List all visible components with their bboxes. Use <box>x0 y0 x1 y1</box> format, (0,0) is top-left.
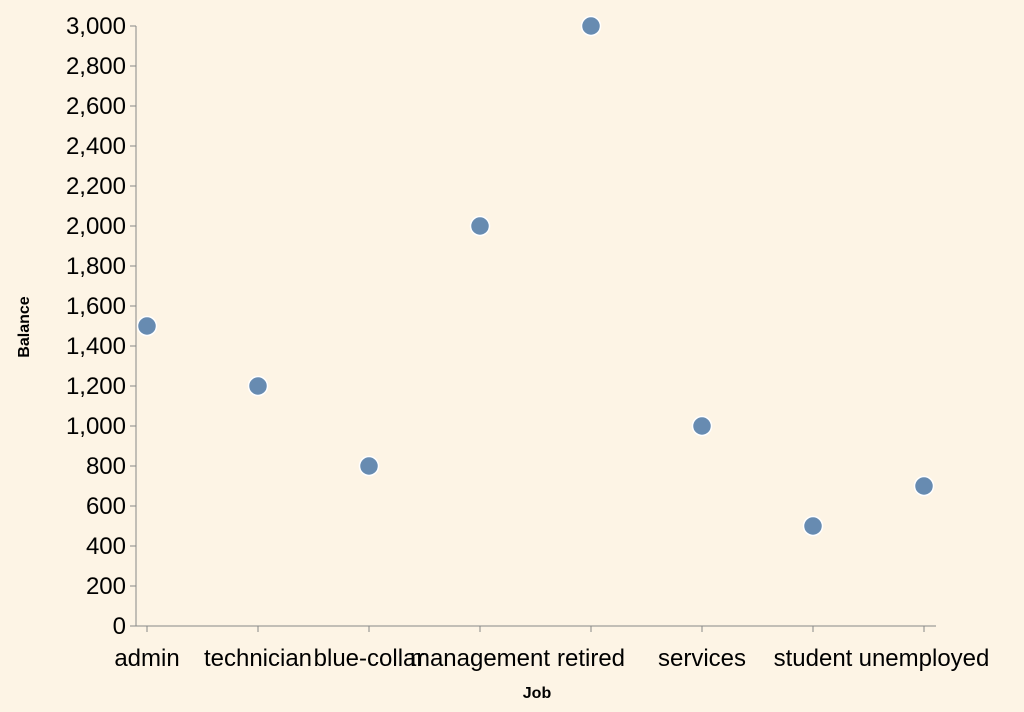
y-tick-label: 1,000 <box>66 413 126 440</box>
y-axis-title: Balance <box>16 296 33 357</box>
y-tick-label: 2,200 <box>66 173 126 200</box>
x-tick-label: retired <box>557 645 625 672</box>
y-tick-label: 1,200 <box>66 373 126 400</box>
data-point <box>136 315 158 337</box>
data-point <box>802 515 824 537</box>
data-point <box>247 375 269 397</box>
y-tick-label: 1,400 <box>66 333 126 360</box>
x-tick-label: services <box>658 645 746 672</box>
y-tick-label: 400 <box>86 533 126 560</box>
y-tick-label: 200 <box>86 573 126 600</box>
y-tick-label: 600 <box>86 493 126 520</box>
y-tick-label: 800 <box>86 453 126 480</box>
data-point <box>691 415 713 437</box>
y-axis: 0 200 400 600 800 1,000 1,200 1,400 1,600 1,800 2,… <box>66 13 137 640</box>
x-tick-label: blue-collar <box>314 645 425 672</box>
x-tick-label: student <box>774 645 853 672</box>
x-axis-title: Job <box>523 685 552 702</box>
data-points <box>136 15 935 537</box>
y-tick-label: 2,800 <box>66 53 126 80</box>
y-tick-label: 1,800 <box>66 253 126 280</box>
y-tick-label: 2,000 <box>66 213 126 240</box>
data-point <box>580 15 602 37</box>
y-tick-label: 0 <box>113 613 126 640</box>
data-point <box>913 475 935 497</box>
x-tick-label: unemployed <box>859 645 990 672</box>
x-tick-label: management <box>410 645 550 672</box>
data-point <box>469 215 491 237</box>
x-tick-label: technician <box>204 645 312 672</box>
y-tick-label: 2,400 <box>66 133 126 160</box>
y-tick-label: 3,000 <box>66 13 126 40</box>
x-tick-label: admin <box>114 645 179 672</box>
data-point <box>358 455 380 477</box>
y-tick-label: 2,600 <box>66 93 126 120</box>
y-tick-label: 1,600 <box>66 293 126 320</box>
